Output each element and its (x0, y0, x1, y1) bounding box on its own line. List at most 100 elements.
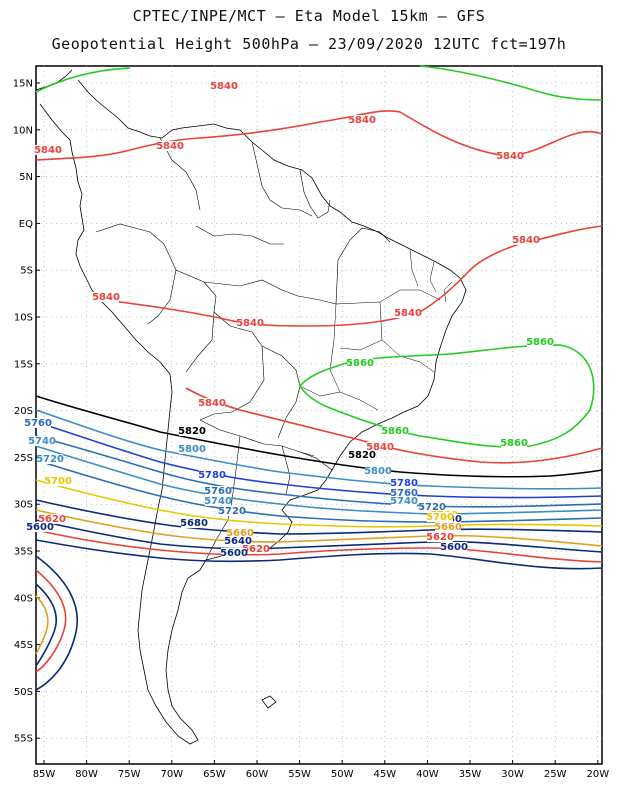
contour-5840-ne (93, 225, 603, 327)
contour-label: 5800 (178, 444, 206, 455)
latitude-labels: 15N 10N 5N EQ 5S 10S 15S 20S 25S 30S 35S 40S 45S 50S 5… (13, 79, 33, 745)
lon-label: 30W (501, 769, 524, 780)
contour-5760 (35, 435, 603, 508)
contour-label: 5860 (500, 438, 528, 449)
contour-label: 5840 (394, 308, 422, 319)
contour-5680 (35, 499, 603, 535)
contour-label-bg (391, 488, 417, 498)
contour-value-labels: 5840 5840 5840 5840 5840 5840 5840 5840 5840 5840… (24, 81, 554, 559)
contour-label: 5620 (426, 532, 454, 543)
contour-label-bg (237, 318, 263, 328)
contour-label: 5600 (440, 542, 468, 553)
contour-label: 5820 (348, 450, 376, 461)
lon-label: 35W (459, 769, 482, 780)
contour-label-bg (29, 436, 55, 446)
contour-label: 5840 (496, 151, 524, 162)
lon-label: 50W (331, 769, 354, 780)
contour-5820 (35, 395, 603, 478)
contour-label: 5840 (366, 442, 394, 453)
contour-label-bg (199, 470, 225, 480)
contour-label: 5700 (426, 512, 454, 523)
contour-label: 5720 (218, 506, 246, 517)
contour-label: 5740 (390, 496, 418, 507)
contour-label: 5860 (346, 358, 374, 369)
title-line-2: Geopotential Height 500hPa – 23/09/2020 … (51, 35, 567, 53)
contour-label-bg (347, 358, 373, 368)
contour-label-bg (219, 506, 245, 516)
contour-lines (35, 65, 603, 691)
contour-label: 5840 (512, 235, 540, 246)
contour-label: 5840 (34, 145, 62, 156)
contour-label: 5740 (204, 496, 232, 507)
contour-label: 5640 (224, 536, 252, 547)
contour-label: 5760 (204, 486, 232, 497)
contour-label: 5840 (210, 81, 238, 92)
contour-5700 (35, 479, 603, 528)
contour-label: 5760 (24, 418, 52, 429)
contour-label-bg (501, 438, 527, 448)
lon-label: 65W (203, 769, 226, 780)
contour-label-bg (349, 450, 375, 460)
lat-label: 35S (14, 547, 33, 558)
contour-label-bg (205, 486, 231, 496)
lat-label: 15S (14, 359, 33, 370)
lon-label: 85W (33, 769, 56, 780)
contour-label: 5760 (390, 488, 418, 499)
contour-label: 5660 (434, 522, 462, 533)
lon-label: 80W (75, 769, 98, 780)
contour-label-bg (37, 454, 63, 464)
lat-label: 20S (14, 406, 33, 417)
contour-label: 5600 (26, 522, 54, 533)
contour-5660 (35, 509, 603, 547)
longitude-labels: 85W 80W 75W 70W 65W 60W 55W 50W 45W 40W 35W 30W 25W 2… (33, 769, 610, 780)
contour-label-bg (367, 442, 393, 452)
contour-label-bg (395, 308, 421, 318)
contour-5800 (35, 409, 603, 490)
contour-label-bg (391, 478, 417, 488)
lon-label: 25W (544, 769, 567, 780)
contour-label: 5780 (198, 470, 226, 481)
lon-label: 20W (586, 769, 609, 780)
contour-label-bg (382, 426, 408, 436)
contour-label: 5820 (178, 426, 206, 437)
contour-label-bg (211, 81, 237, 91)
contour-label: 5720 (36, 454, 64, 465)
contour-label-bg (27, 522, 53, 532)
contour-label-bg (427, 532, 453, 542)
lon-label: 70W (160, 769, 183, 780)
contour-label-bg (199, 398, 225, 408)
contour-label-bg (181, 518, 207, 528)
contour-label-bg (391, 496, 417, 506)
lat-label: 30S (14, 500, 33, 511)
contour-label-bg (419, 502, 445, 512)
lat-label: 5N (19, 172, 33, 183)
lat-label: 5S (20, 266, 33, 277)
contour-label: 5780 (390, 478, 418, 489)
contour-5860-se (299, 344, 595, 448)
contour-label-bg (221, 548, 247, 558)
contour-label-bg (365, 466, 391, 476)
lon-label: 60W (246, 769, 269, 780)
contour-trough-4 (35, 555, 78, 691)
lat-label: 15N (13, 79, 33, 90)
contour-label: 5720 (418, 502, 446, 513)
map-frame (35, 65, 603, 765)
contour-label: 5740 (28, 436, 56, 447)
contour-label-bg (179, 426, 205, 436)
lat-label: 40S (14, 593, 33, 604)
contour-5600 (35, 539, 603, 570)
contour-label-bg (243, 544, 269, 554)
contour-label: 5840 (236, 318, 264, 329)
contour-5860-north (35, 65, 603, 101)
contour-label-bg (435, 522, 461, 532)
contour-label-bg (527, 337, 553, 347)
contour-label: 5700 (44, 476, 72, 487)
contour-5780 (35, 421, 603, 499)
contour-label-bg (45, 476, 71, 486)
lat-label: 10S (14, 313, 33, 324)
lat-label: 45S (14, 640, 33, 651)
contour-label-bg (157, 141, 183, 151)
lon-label: 55W (288, 769, 311, 780)
contour-trough-1 (35, 569, 67, 673)
contour-label-bg (39, 514, 65, 524)
